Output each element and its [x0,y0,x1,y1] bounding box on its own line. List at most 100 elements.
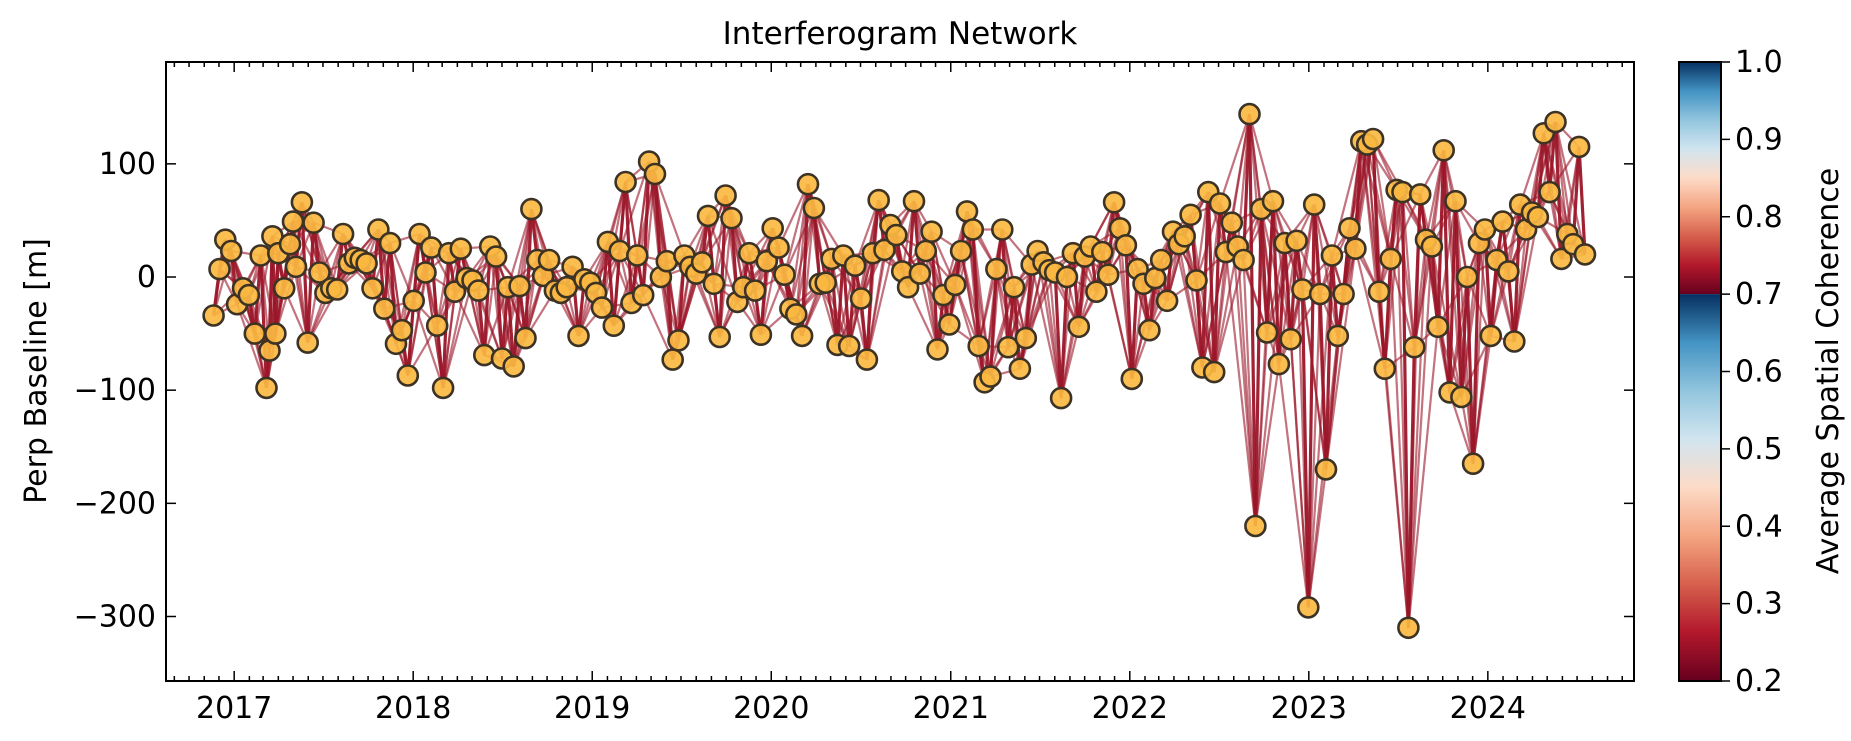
interferogram-edge [1318,293,1328,470]
interferogram-edge [1301,204,1316,290]
interferogram-edge [1383,368,1410,628]
acquisition-point [1149,248,1173,272]
acquisition-point [1238,102,1261,126]
colorbar-tick-label: 0.9 [1735,122,1783,157]
acquisition-point [467,279,490,302]
acquisition-point [1261,189,1285,213]
acquisition-point [302,211,325,234]
colorbar-tick-label: 0.6 [1735,355,1783,390]
interferogram-edge [1206,192,1216,373]
interferogram-edge [1301,289,1328,470]
acquisition-point [1367,280,1391,304]
acquisition-point [749,323,773,347]
x-tick-label: 2023 [1271,691,1347,726]
acquisition-point [1320,244,1344,267]
acquisition-point [796,172,820,196]
x-tick-label: 2017 [196,691,272,726]
acquisition-point [1503,330,1526,353]
acquisition-point [937,313,961,336]
acquisition-point [1526,205,1550,229]
acquisition-point [996,335,1020,359]
acquisition-point [1014,326,1038,350]
acquisition-point [1544,110,1567,134]
y-tick-label: 100 [99,147,156,182]
acquisition-point [961,218,985,241]
acquisition-point [1185,269,1208,292]
acquisition-point [767,236,790,259]
colorbar-lower-band [1679,294,1721,681]
interferogram-edge [989,229,1004,377]
interferogram-edge [306,272,321,343]
interferogram-edge [1224,251,1257,527]
interferogram-edge [847,265,857,347]
interferogram-edge [1306,204,1316,608]
interferogram-edge [1424,150,1445,240]
interferogram-edge [641,161,651,296]
acquisition-point [331,222,355,246]
colorbar-tick-label: 0.5 [1735,432,1783,467]
acquisition-point [1379,247,1402,271]
interferogram-edge [1577,146,1587,255]
acquisition-point [308,261,331,284]
acquisition-point [296,331,320,354]
interferogram-edge [483,286,509,356]
acquisition-point [1279,327,1302,351]
acquisition-point [802,196,826,220]
acquisition-point [1208,192,1232,215]
interferogram-edge [1330,140,1363,256]
interferogram-edge [1254,363,1280,527]
acquisition-point [837,334,861,358]
acquisition-point [514,326,537,350]
interferogram-edge [500,287,510,359]
x-tick-label: 2019 [554,691,630,726]
interferogram-edge [1071,253,1081,327]
interferogram-edge [1053,272,1063,399]
acquisition-point [1326,324,1350,348]
acquisition-point [884,223,908,247]
acquisition-point [390,318,414,342]
acquisition-point [949,239,973,263]
acquisition-point [396,364,420,387]
acquisition-point [696,204,720,228]
interferogram-edge [1253,209,1263,527]
acquisition-point [414,261,437,284]
acquisition-point [1102,191,1126,214]
acquisition-point [1255,321,1279,344]
acquisition-point [520,197,543,221]
acquisition-point [590,296,614,319]
interferogram-edge [1454,201,1469,278]
acquisition-point [720,206,743,230]
acquisition-point [1550,247,1573,271]
interferogram-edge [1212,203,1222,373]
interferogram-edge [1277,363,1310,608]
acquisition-point [361,276,384,300]
x-tick-label: 2021 [913,691,989,726]
acquisition-point [1538,180,1561,204]
acquisition-point [773,263,796,287]
chart-title: Interferogram Network [723,16,1078,52]
y-tick-label: −200 [74,486,156,521]
acquisition-point [402,289,426,313]
interferogram-edge [1536,133,1546,218]
acquisition-point [1085,280,1108,304]
acquisition-point [1332,282,1355,306]
colorbar-upper-band [1679,62,1721,295]
interferogram-edge [1130,283,1145,380]
acquisition-point [1008,357,1032,381]
acquisition-point [219,239,243,263]
interferogram-edge [506,287,516,367]
acquisition-point [1096,263,1120,287]
colorbar-tick-label: 0.3 [1735,587,1783,622]
interferogram-edge [841,255,851,347]
acquisition-point [425,314,449,338]
interferogram-edge [1366,144,1392,260]
acquisition-point [278,232,302,256]
acquisition-point [1491,210,1514,233]
acquisition-point [643,162,667,186]
acquisition-point [264,322,287,345]
acquisition-point [631,283,655,307]
acquisition-point [849,287,873,310]
acquisition-point [537,248,561,272]
acquisition-point [1444,189,1467,213]
acquisition-point [1432,139,1455,162]
